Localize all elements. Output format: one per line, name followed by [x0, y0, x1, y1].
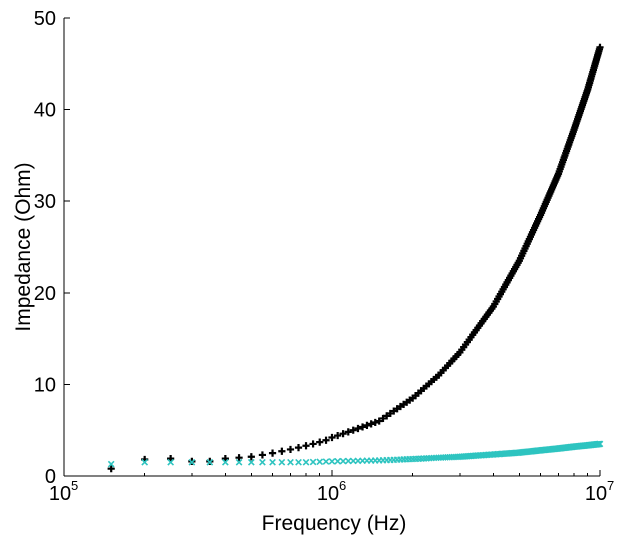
data-point-plus	[334, 431, 342, 440]
data-point-x	[269, 458, 276, 466]
data-point-plus	[294, 444, 303, 452]
data-point-x	[295, 458, 302, 466]
y-tick-label: 10	[34, 374, 56, 396]
data-point-x	[309, 458, 317, 466]
data-point-x	[259, 458, 266, 466]
data-point-plus	[358, 423, 367, 431]
y-tick-label: 30	[34, 191, 56, 213]
series-plus	[107, 43, 604, 473]
y-tick-label: 50	[34, 8, 56, 30]
data-point-x	[247, 458, 255, 466]
data-point-x	[188, 458, 196, 466]
data-point-x	[141, 458, 149, 466]
y-tick-label: 0	[45, 466, 56, 488]
data-point-plus	[367, 420, 375, 428]
data-point-x	[206, 458, 214, 466]
x-axis-title: Frequency (Hz)	[262, 512, 407, 535]
x-tick-label: 10	[585, 483, 607, 505]
data-point-plus	[286, 445, 295, 454]
y-tick-label: 20	[34, 283, 56, 305]
x-tick-exponent: 6	[339, 478, 346, 493]
data-point-plus	[349, 426, 357, 434]
data-point-x	[316, 458, 324, 466]
data-point-x	[302, 458, 310, 466]
data-point-plus	[363, 421, 371, 429]
data-point-plus	[278, 447, 286, 455]
x-tick-label: 10	[317, 483, 339, 505]
data-point-plus	[354, 424, 362, 433]
data-point-x	[235, 458, 243, 466]
plot-marks	[107, 43, 604, 473]
data-point-plus	[309, 440, 317, 448]
data-point-plus	[596, 43, 604, 51]
data-point-plus	[316, 438, 324, 446]
data-point-plus	[375, 417, 383, 425]
data-point-x	[107, 460, 115, 468]
data-point-plus	[268, 449, 277, 457]
data-point-plus	[322, 436, 330, 444]
data-point-x	[167, 458, 175, 466]
data-point-plus	[328, 433, 336, 442]
y-axis-title: Impedance (Ohm)	[12, 162, 35, 331]
data-point-x	[334, 457, 342, 465]
data-point-x	[278, 458, 286, 466]
x-tick-exponent: 5	[71, 478, 78, 493]
data-point-x	[221, 458, 229, 466]
data-point-plus	[247, 453, 255, 461]
x-tick-label: 10	[49, 483, 71, 505]
data-point-x	[328, 457, 336, 465]
data-point-plus	[235, 454, 243, 462]
data-point-plus	[221, 454, 229, 463]
data-point-x	[596, 440, 604, 448]
data-point-x	[339, 457, 347, 465]
data-point-plus	[339, 430, 347, 438]
y-tick-label: 40	[34, 100, 56, 122]
data-point-plus	[107, 465, 115, 473]
data-point-plus	[258, 451, 267, 459]
data-point-plus	[371, 418, 379, 427]
series-x	[107, 440, 604, 468]
data-point-plus	[302, 442, 310, 450]
data-point-x	[322, 458, 330, 465]
data-point-plus	[167, 454, 175, 463]
data-point-x	[287, 458, 294, 466]
axes	[63, 18, 600, 477]
data-point-plus	[379, 414, 387, 423]
data-point-plus	[344, 428, 352, 436]
x-tick-exponent: 7	[607, 478, 614, 493]
